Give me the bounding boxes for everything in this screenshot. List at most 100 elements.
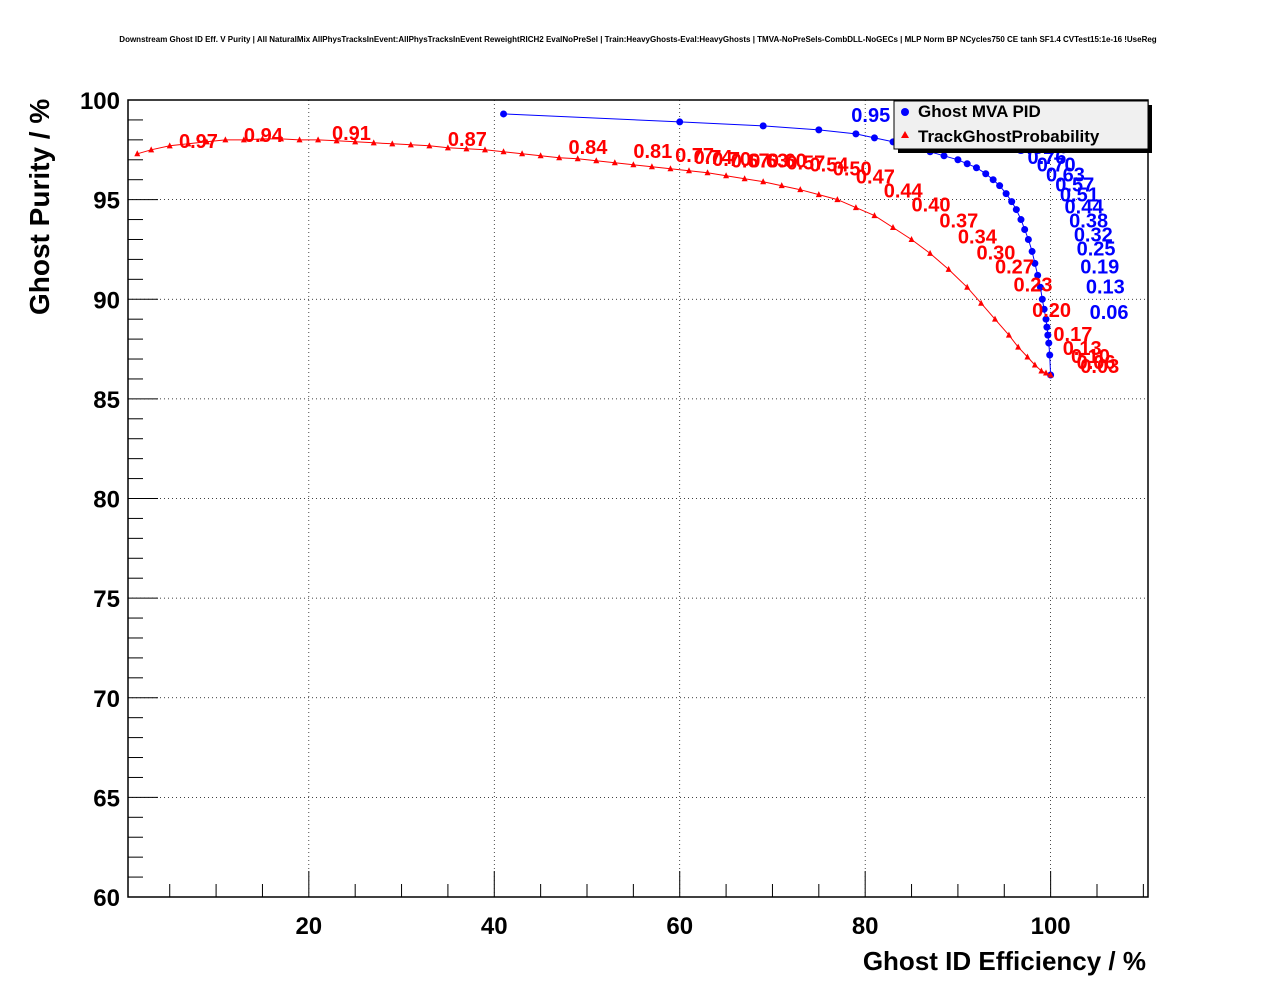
- data-point-mva: [963, 160, 971, 168]
- plot-area: 0.950.820.760.700.630.570.510.440.380.32…: [134, 105, 1129, 379]
- point-label-trackghost: 0.74: [694, 147, 734, 169]
- data-point-trackghost: [945, 265, 952, 272]
- point-label-trackghost: 0.87: [448, 129, 487, 151]
- data-point-trackghost: [871, 212, 878, 219]
- data-point-mva: [996, 182, 1004, 190]
- data-point-trackghost: [778, 182, 785, 189]
- y-tick-label: 100: [80, 88, 120, 115]
- data-point-trackghost: [556, 154, 563, 161]
- data-point-trackghost: [482, 146, 488, 153]
- data-point-trackghost: [648, 163, 655, 170]
- y-tick-label: 60: [93, 885, 120, 912]
- point-label-trackghost: 0.37: [939, 211, 978, 233]
- data-point-trackghost: [978, 299, 985, 306]
- data-point-trackghost: [426, 142, 433, 149]
- chart-title: Downstream Ghost ID Eff. V Purity | All …: [119, 35, 1157, 44]
- x-tick-label: 80: [852, 913, 879, 940]
- x-tick-label: 20: [295, 913, 322, 940]
- data-point-mva: [1043, 323, 1051, 331]
- data-point-trackghost: [1047, 371, 1054, 378]
- point-label-trackghost: 0.06: [1077, 352, 1116, 374]
- data-point-trackghost: [667, 165, 674, 172]
- data-point-mva: [1044, 331, 1052, 339]
- data-point-trackghost: [992, 315, 998, 322]
- data-point-trackghost: [927, 249, 934, 256]
- legend-label-trackghost: TrackGhostProbability: [918, 127, 1100, 146]
- data-point-trackghost: [890, 224, 896, 231]
- data-point-trackghost: [240, 136, 247, 143]
- data-point-trackghost: [407, 141, 414, 148]
- point-label-trackghost: 0.20: [1032, 300, 1071, 322]
- data-point-trackghost: [278, 135, 284, 142]
- data-point-trackghost: [389, 140, 396, 147]
- data-point-trackghost: [1024, 353, 1031, 360]
- point-label-mva: 0.70: [1037, 155, 1076, 177]
- data-point-mva: [1012, 206, 1020, 214]
- point-label-mva: 0.38: [1069, 211, 1108, 233]
- point-label-trackghost: 0.70: [712, 149, 751, 171]
- point-label-mva: 0.32: [1074, 224, 1113, 246]
- point-label-trackghost: 0.50: [833, 159, 872, 181]
- legend-label-mva: Ghost MVA PID: [918, 102, 1041, 121]
- data-point-mva: [500, 110, 508, 118]
- data-point-mva: [940, 152, 948, 160]
- x-tick-label: 40: [481, 913, 508, 940]
- point-label-trackghost: 0.67: [731, 151, 770, 173]
- data-point-trackghost: [852, 204, 859, 211]
- data-point-trackghost: [1015, 343, 1022, 350]
- data-point-mva: [1042, 315, 1050, 323]
- data-point-mva: [759, 122, 767, 130]
- y-tick-label: 70: [93, 686, 120, 713]
- data-point-trackghost: [908, 235, 915, 242]
- data-point-trackghost: [574, 155, 581, 162]
- point-label-trackghost: 0.54: [810, 155, 850, 177]
- data-point-trackghost: [593, 157, 600, 164]
- point-label-trackghost: 0.57: [786, 153, 825, 175]
- data-point-mva: [1021, 226, 1029, 234]
- data-point-trackghost: [723, 172, 730, 179]
- data-point-trackghost: [834, 196, 841, 203]
- data-point-trackghost: [704, 169, 711, 176]
- point-label-trackghost: 0.40: [912, 195, 951, 217]
- point-label-trackghost: 0.47: [856, 167, 895, 189]
- point-label-trackghost: 0.44: [884, 181, 924, 203]
- data-point-trackghost: [1038, 367, 1045, 374]
- point-label-trackghost: 0.34: [958, 226, 998, 248]
- x-axis-title: Ghost ID Efficiency / %: [863, 946, 1146, 976]
- point-label-trackghost: 0.84: [568, 137, 608, 159]
- data-point-mva: [1040, 305, 1048, 313]
- data-point-trackghost: [797, 186, 804, 193]
- data-point-trackghost: [296, 136, 303, 143]
- data-point-mva: [1028, 247, 1036, 255]
- point-label-mva: 0.06: [1090, 302, 1129, 324]
- data-point-trackghost: [537, 152, 544, 159]
- data-point-trackghost: [370, 139, 377, 146]
- data-point-mva: [989, 176, 997, 184]
- legend-marker-mva: [901, 108, 909, 116]
- data-point-mva: [1008, 198, 1016, 206]
- data-point-mva: [1045, 339, 1053, 347]
- point-label-trackghost: 0.77: [675, 145, 714, 167]
- point-label-mva: 0.95: [851, 105, 890, 127]
- data-point-trackghost: [444, 144, 451, 151]
- point-label-trackghost: 0.10: [1071, 346, 1110, 368]
- data-point-trackghost: [519, 150, 526, 157]
- data-point-trackghost: [166, 142, 173, 149]
- point-label-mva: 0.13: [1086, 276, 1125, 298]
- data-point-mva: [1024, 235, 1032, 243]
- series-line-mva: [503, 113, 1052, 376]
- point-label-trackghost: 0.23: [1014, 274, 1053, 296]
- point-label-trackghost: 0.60: [768, 151, 807, 173]
- point-label-mva: 0.25: [1077, 238, 1116, 260]
- data-point-mva: [1031, 259, 1039, 267]
- data-point-trackghost: [259, 135, 266, 142]
- data-point-trackghost: [1031, 361, 1038, 368]
- y-tick-label: 75: [93, 586, 120, 613]
- data-point-mva: [1002, 190, 1010, 198]
- y-axis-title: Ghost Purity / %: [24, 99, 55, 315]
- data-point-trackghost: [185, 140, 192, 147]
- legend-marker-trackghost: [901, 131, 909, 138]
- point-label-trackghost: 0.63: [749, 151, 788, 173]
- point-label-trackghost: 0.03: [1080, 356, 1119, 378]
